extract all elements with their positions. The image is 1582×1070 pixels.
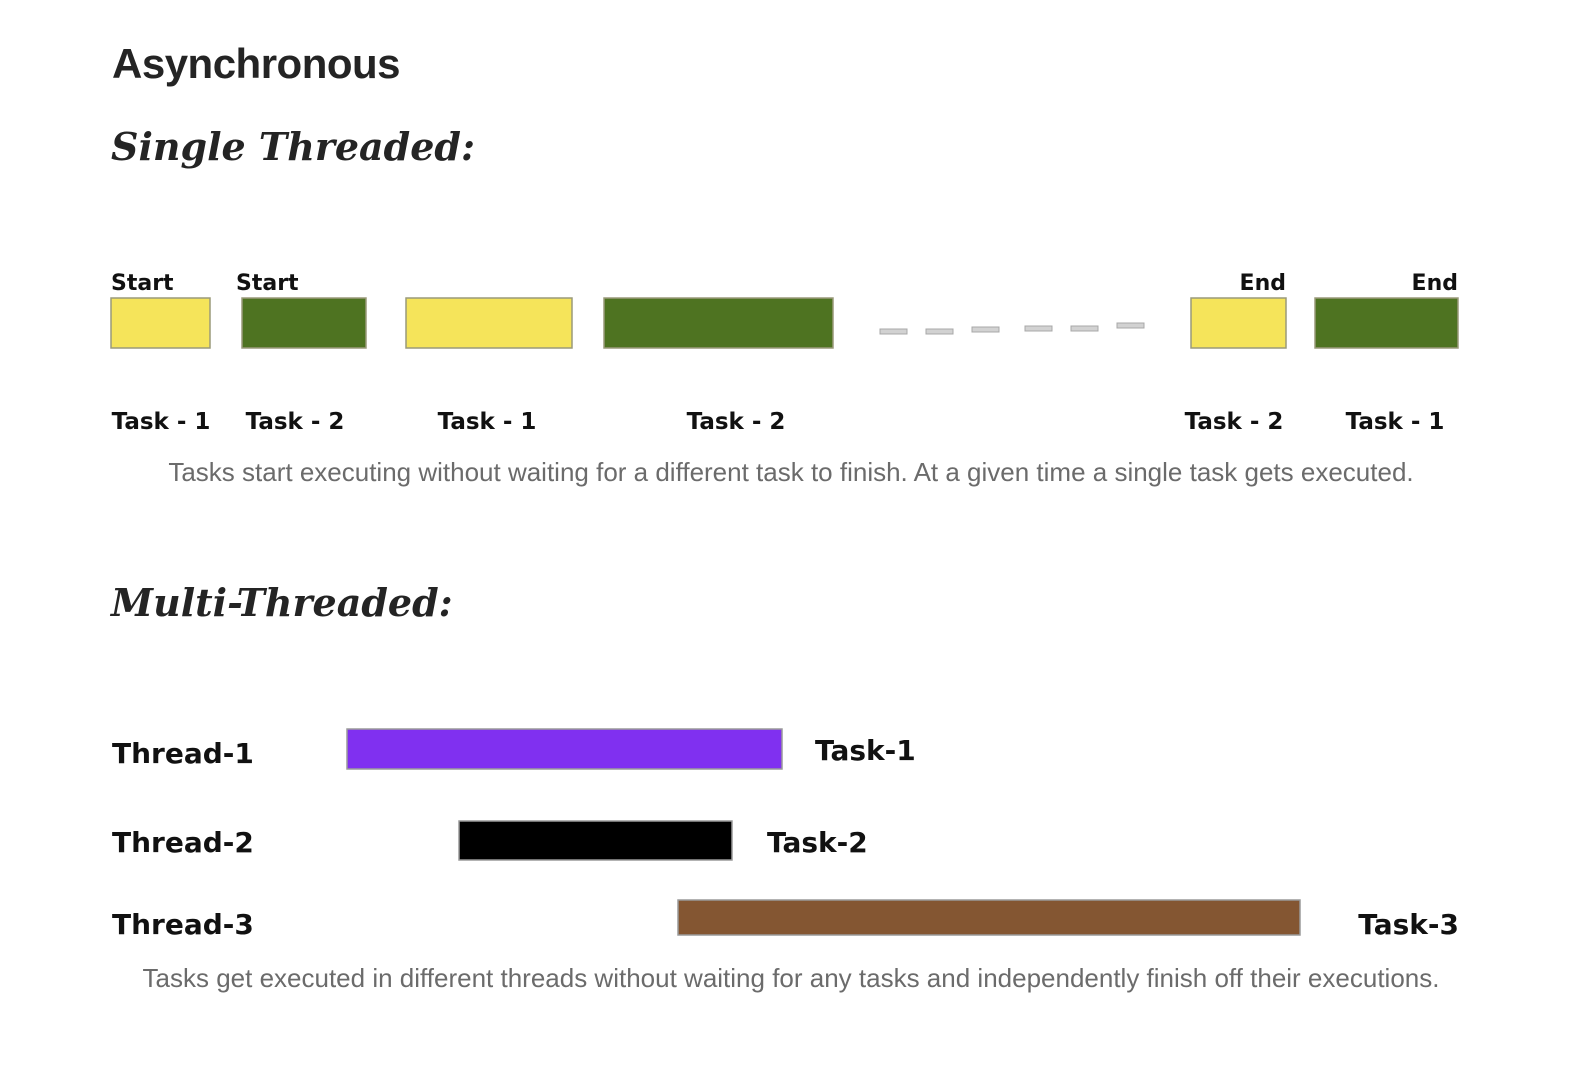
page-heading: Asynchronous (112, 40, 401, 87)
marker-end-6: End (1412, 271, 1458, 296)
task-block-2 (241, 297, 367, 349)
task-block-3 (405, 297, 573, 349)
task-label-1: Task-1 (815, 734, 916, 767)
task-block-6 (1314, 297, 1459, 349)
continuation-dash-6 (1116, 322, 1145, 329)
single-threaded-timeline: Task - 1 Start Task - 2 Start Task - 1 Task -… (110, 271, 1459, 435)
task-label-3: Task-3 (1358, 908, 1459, 941)
thread-label-3: Thread-3 (112, 908, 254, 941)
multi-threaded-caption: Tasks get executed in different threads … (142, 963, 1440, 993)
multi-threaded-diagram: Thread-1 Task-1 Thread-2 Task-2 Thread-3 Task… (0, 710, 1582, 950)
continuation-dash-3 (971, 326, 1000, 333)
thread-bar-1 (346, 728, 783, 770)
task-block-1 (110, 297, 211, 349)
task-label-2: Task-2 (767, 826, 868, 859)
task-label-2: Task - 2 (246, 409, 345, 435)
task-block-5 (1190, 297, 1287, 349)
task-label-4: Task - 2 (687, 409, 786, 435)
continuation-dash-5 (1070, 325, 1099, 332)
marker-start-2: Start (236, 271, 299, 296)
task-label-1: Task - 1 (112, 409, 211, 435)
multi-threaded-title: Multi-Threaded: (111, 580, 453, 625)
single-threaded-caption: Tasks start executing without waiting fo… (168, 457, 1414, 487)
task-block-4 (603, 297, 834, 349)
single-threaded-diagram: Task - 1 Start Task - 2 Start Task - 1 Task -… (0, 250, 1582, 450)
thread-bar-2 (458, 820, 733, 861)
single-threaded-title: Single Threaded: (111, 124, 475, 169)
task-label-6: Task - 1 (1346, 409, 1445, 435)
multi-threaded-timeline: Thread-1 Task-1 Thread-2 Task-2 Thread-3 Task… (112, 728, 1459, 941)
thread-label-2: Thread-2 (112, 826, 254, 859)
marker-end-5: End (1240, 271, 1286, 296)
task-label-3: Task - 1 (438, 409, 537, 435)
thread-bar-3 (677, 899, 1301, 936)
continuation-dash-2 (925, 328, 954, 335)
thread-label-1: Thread-1 (112, 737, 254, 770)
continuation-dash-1 (879, 328, 908, 335)
task-label-5: Task - 2 (1185, 409, 1284, 435)
marker-start-1: Start (111, 271, 174, 296)
continuation-dash-4 (1024, 325, 1053, 332)
